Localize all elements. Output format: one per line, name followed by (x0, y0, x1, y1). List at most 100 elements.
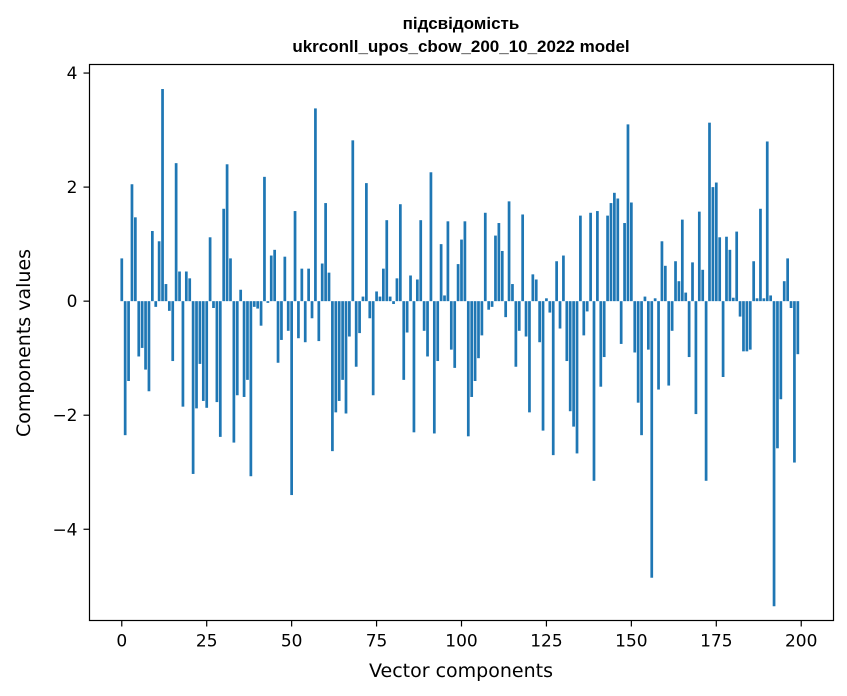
bar-59 (320, 263, 324, 302)
bar-116 (514, 301, 518, 367)
bar-106 (480, 301, 484, 336)
bar-174 (711, 187, 715, 302)
bar-83 (402, 301, 406, 380)
bar-90 (426, 301, 429, 357)
bar-64 (337, 301, 341, 401)
bar-129 (558, 301, 562, 329)
bar-192 (772, 301, 776, 607)
bar-62 (331, 301, 334, 452)
bar-143 (606, 215, 609, 302)
bar-117 (517, 301, 521, 331)
bar-0 (120, 258, 124, 302)
bar-93 (436, 301, 440, 362)
bar-23 (198, 301, 202, 364)
bar-107 (483, 212, 487, 302)
bar-175 (714, 182, 718, 302)
bar-162 (670, 301, 674, 331)
bar-94 (439, 244, 443, 302)
bar-160 (663, 265, 667, 302)
bar-181 (735, 231, 739, 302)
bar-164 (677, 281, 681, 302)
bar-173 (708, 122, 711, 302)
bar-89 (422, 301, 426, 331)
bar-103 (470, 301, 474, 397)
bar-134 (575, 301, 579, 454)
bar-65 (341, 301, 344, 380)
bar-22 (195, 301, 198, 409)
bar-46 (276, 301, 280, 363)
bar-194 (779, 301, 783, 400)
x-axis-ticks: 0 25 50 75 100 125 150 175 200 (116, 620, 817, 652)
bar-108 (487, 301, 491, 310)
bar-142 (602, 301, 606, 358)
bar-169 (694, 301, 698, 415)
bar-73 (368, 301, 372, 319)
bar-168 (691, 262, 694, 302)
bar-109 (490, 301, 494, 307)
bar-21 (191, 301, 195, 474)
bar-157 (653, 298, 657, 302)
bar-47 (280, 301, 283, 340)
bar-40 (256, 301, 260, 309)
bar-4 (134, 217, 137, 302)
y-tick-label: −4 (52, 520, 77, 540)
bar-10 (154, 301, 158, 307)
bar-179 (728, 249, 732, 302)
bar-184 (745, 301, 749, 352)
bar-167 (687, 301, 691, 358)
y-tick-label: 2 (67, 178, 78, 198)
bar-151 (633, 301, 637, 353)
bar-69 (354, 301, 358, 367)
bar-133 (572, 301, 575, 427)
bar-140 (596, 211, 599, 302)
y-tick-label: 4 (67, 64, 78, 84)
bar-190 (765, 141, 769, 302)
bar-24 (201, 301, 205, 401)
bar-124 (541, 301, 545, 431)
bar-53 (300, 268, 304, 302)
bar-17 (178, 271, 181, 302)
bar-51 (293, 211, 297, 302)
bar-150 (630, 202, 633, 302)
bar-132 (568, 301, 572, 412)
bar-29 (218, 301, 222, 437)
bar-82 (398, 204, 402, 302)
bar-52 (297, 301, 300, 339)
bar-78 (385, 220, 389, 302)
bar-49 (286, 301, 290, 331)
y-axis-label: Components values (13, 249, 35, 437)
bar-154 (643, 296, 647, 302)
bar-125 (545, 298, 548, 302)
bar-2 (127, 301, 130, 381)
bar-41 (259, 301, 263, 326)
bar-50 (290, 301, 293, 496)
bar-55 (307, 268, 310, 302)
x-tick-label: 200 (785, 632, 817, 652)
x-tick-label: 0 (116, 632, 127, 652)
bar-86 (412, 301, 416, 433)
bar-20 (188, 278, 192, 302)
bar-104 (473, 301, 477, 381)
bar-141 (599, 301, 603, 387)
bar-70 (358, 301, 361, 334)
bar-110 (494, 235, 497, 302)
chart-title-line-1: підсвідомість (403, 14, 520, 33)
bar-148 (623, 223, 626, 302)
bar-98 (453, 301, 457, 368)
bar-122 (534, 279, 538, 302)
bar-172 (704, 301, 708, 481)
x-tick-label: 25 (196, 632, 218, 652)
bar-36 (242, 301, 246, 397)
bar-12 (161, 89, 164, 302)
bar-176 (718, 237, 722, 302)
bar-57 (314, 108, 317, 302)
bar-156 (650, 301, 654, 578)
bar-191 (769, 295, 773, 302)
bar-54 (303, 301, 307, 343)
bar-75 (375, 291, 378, 302)
bar-13 (164, 284, 168, 302)
bar-35 (239, 289, 243, 302)
bar-91 (429, 172, 433, 302)
